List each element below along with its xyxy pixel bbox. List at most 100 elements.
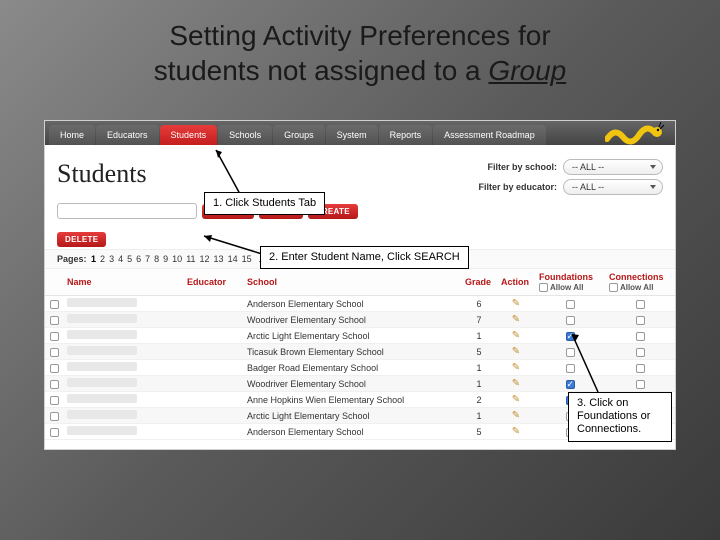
filter-educator-label: Filter by educator: [467, 182, 557, 192]
pager-label: Pages: [57, 254, 87, 264]
student-name-redacted [67, 346, 137, 355]
edit-icon[interactable]: ✎ [512, 298, 520, 309]
page-header: Students Filter by school: -- ALL -- Fil… [45, 145, 675, 203]
edit-icon[interactable]: ✎ [512, 362, 520, 373]
connections-checkbox[interactable] [636, 364, 645, 373]
filter-school-label: Filter by school: [467, 162, 557, 172]
pager-page-2[interactable]: 2 [98, 254, 107, 264]
slide-title-line2: students not assigned to a [154, 55, 489, 86]
student-search-input[interactable] [57, 203, 197, 219]
th-foundations: Foundations Allow All [535, 269, 605, 296]
pager-page-1[interactable]: 1 [89, 254, 98, 264]
row-select-checkbox[interactable] [50, 428, 59, 437]
row-select-checkbox[interactable] [50, 412, 59, 421]
cell-grade: 1 [461, 328, 497, 344]
nav-tab-system[interactable]: System [326, 125, 378, 145]
edit-icon[interactable]: ✎ [512, 346, 520, 357]
nav-tab-home[interactable]: Home [49, 125, 95, 145]
nav-tab-assessment-roadmap[interactable]: Assessment Roadmap [433, 125, 546, 145]
nav-tab-reports[interactable]: Reports [379, 125, 433, 145]
connections-checkbox[interactable] [636, 316, 645, 325]
pager-page-3[interactable]: 3 [107, 254, 116, 264]
callout-arrow-1 [212, 146, 252, 196]
callout-3: 3. Click on Foundations or Connections. [568, 392, 672, 442]
pager-page-7[interactable]: 7 [143, 254, 152, 264]
callout-2: 2. Enter Student Name, Click SEARCH [260, 246, 469, 269]
cell-school: Anne Hopkins Wien Elementary School [243, 392, 461, 408]
row-select-checkbox[interactable] [50, 300, 59, 309]
pager-page-5[interactable]: 5 [125, 254, 134, 264]
search-row: SEARCH RESET CREATE [45, 203, 675, 225]
student-name-redacted [67, 410, 137, 419]
callout-arrow-2 [200, 232, 264, 258]
row-select-checkbox[interactable] [50, 396, 59, 405]
edit-icon[interactable]: ✎ [512, 378, 520, 389]
th-school: School [243, 269, 461, 296]
th-select [45, 269, 63, 296]
th-connections: Connections Allow All [605, 269, 675, 296]
edit-icon[interactable]: ✎ [512, 314, 520, 325]
nav-tab-educators[interactable]: Educators [96, 125, 159, 145]
connections-checkbox[interactable] [636, 380, 645, 389]
cell-grade: 1 [461, 360, 497, 376]
foundations-allow-all-checkbox[interactable] [539, 283, 548, 292]
cell-grade: 5 [461, 344, 497, 360]
worm-logo-icon [605, 120, 665, 147]
cell-grade: 2 [461, 392, 497, 408]
student-name-redacted [67, 362, 137, 371]
cell-grade: 1 [461, 376, 497, 392]
edit-icon[interactable]: ✎ [512, 394, 520, 405]
cell-school: Woodriver Elementary School [243, 312, 461, 328]
filter-school-select[interactable]: -- ALL -- [563, 159, 663, 175]
callout-1: 1. Click Students Tab [204, 192, 325, 215]
cell-school: Arctic Light Elementary School [243, 328, 461, 344]
cell-school: Badger Road Elementary School [243, 360, 461, 376]
cell-grade: 6 [461, 296, 497, 312]
nav-tab-groups[interactable]: Groups [273, 125, 325, 145]
delete-button[interactable]: DELETE [57, 232, 106, 247]
connections-checkbox[interactable] [636, 332, 645, 341]
edit-icon[interactable]: ✎ [512, 426, 520, 437]
foundations-checkbox[interactable] [566, 316, 575, 325]
slide-title-line1: Setting Activity Preferences for [169, 20, 550, 51]
nav-tab-students[interactable]: Students [160, 125, 218, 145]
pager-page-6[interactable]: 6 [134, 254, 143, 264]
cell-school: Woodriver Elementary School [243, 376, 461, 392]
pager-page-4[interactable]: 4 [116, 254, 125, 264]
pager-page-11[interactable]: 11 [184, 254, 197, 264]
row-select-checkbox[interactable] [50, 380, 59, 389]
connections-checkbox[interactable] [636, 300, 645, 309]
filter-panel: Filter by school: -- ALL -- Filter by ed… [467, 159, 663, 195]
student-name-redacted [67, 330, 137, 339]
student-name-redacted [67, 298, 137, 307]
edit-icon[interactable]: ✎ [512, 410, 520, 421]
row-select-checkbox[interactable] [50, 348, 59, 357]
th-educator: Educator [183, 269, 243, 296]
edit-icon[interactable]: ✎ [512, 330, 520, 341]
cell-school: Ticasuk Brown Elementary School [243, 344, 461, 360]
student-name-redacted [67, 426, 137, 435]
cell-school: Arctic Light Elementary School [243, 408, 461, 424]
nav-bar: HomeEducatorsStudentsSchoolsGroupsSystem… [45, 121, 675, 145]
student-name-redacted [67, 314, 137, 323]
pager-page-8[interactable]: 8 [152, 254, 161, 264]
pager-page-9[interactable]: 9 [161, 254, 170, 264]
row-select-checkbox[interactable] [50, 316, 59, 325]
row-select-checkbox[interactable] [50, 332, 59, 341]
connections-allow-all-checkbox[interactable] [609, 283, 618, 292]
th-action: Action [497, 269, 535, 296]
callout-arrow-3 [568, 330, 618, 394]
slide-title: Setting Activity Preferences for student… [0, 0, 720, 100]
row-select-checkbox[interactable] [50, 364, 59, 373]
foundations-checkbox[interactable] [566, 300, 575, 309]
connections-checkbox[interactable] [636, 348, 645, 357]
slide-title-underline: Group [488, 55, 566, 86]
th-name: Name [63, 269, 183, 296]
cell-school: Anderson Elementary School [243, 296, 461, 312]
cell-school: Anderson Elementary School [243, 424, 461, 440]
student-name-redacted [67, 378, 137, 387]
nav-tab-schools[interactable]: Schools [218, 125, 272, 145]
cell-grade: 7 [461, 312, 497, 328]
filter-educator-select[interactable]: -- ALL -- [563, 179, 663, 195]
pager-page-10[interactable]: 10 [170, 254, 184, 264]
